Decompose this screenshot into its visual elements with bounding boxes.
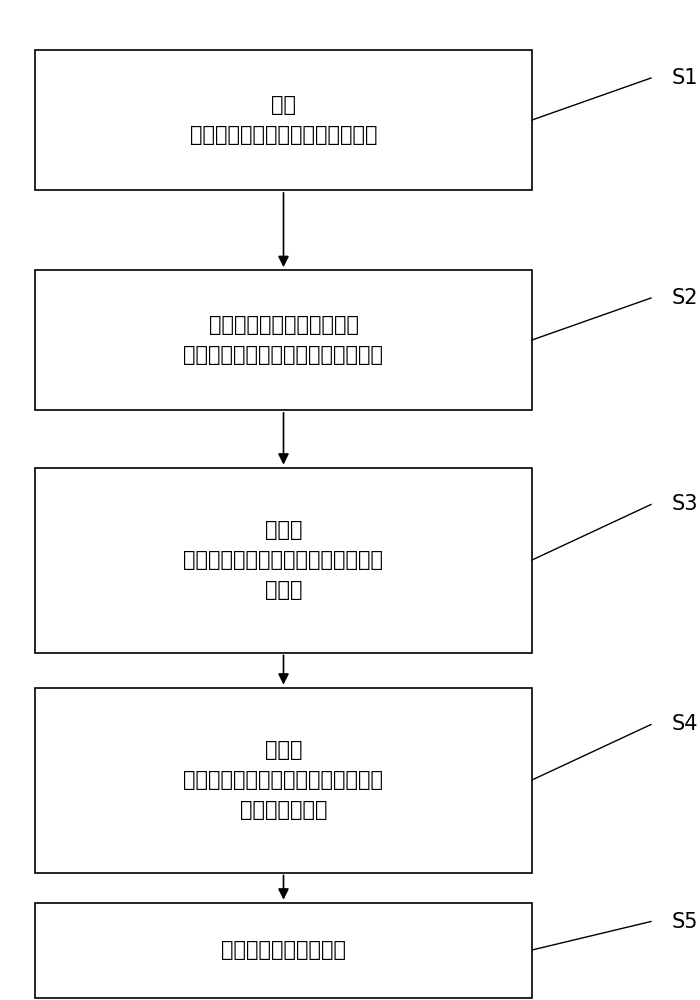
Text: S3: S3 [672,494,699,514]
FancyBboxPatch shape [35,270,532,410]
FancyBboxPatch shape [35,50,532,190]
Text: 对某电网负荷中心建模: 对某电网负荷中心建模 [221,940,346,960]
Text: S2: S2 [672,288,699,308]
Text: 开发某
电网多直流馈入受端交流电网电磁暂
态实时仿真模型: 开发某 电网多直流馈入受端交流电网电磁暂 态实时仿真模型 [183,740,384,820]
Text: S4: S4 [672,714,699,734]
FancyBboxPatch shape [35,688,532,872]
FancyBboxPatch shape [35,468,532,652]
Text: S1: S1 [672,68,699,88]
FancyBboxPatch shape [35,902,532,998]
Text: 开发某
电网多馈入直流系统电磁暂态实时仿
真模型: 开发某 电网多馈入直流系统电磁暂态实时仿 真模型 [183,520,384,600]
Text: S5: S5 [672,912,699,932]
Text: 选择合适的仿真平台并对某
电网和相应的直流系统进行分网解耦: 选择合适的仿真平台并对某 电网和相应的直流系统进行分网解耦 [183,315,384,365]
Text: 对某
多直流馈入受端电网进行动态等值: 对某 多直流馈入受端电网进行动态等值 [190,95,377,145]
